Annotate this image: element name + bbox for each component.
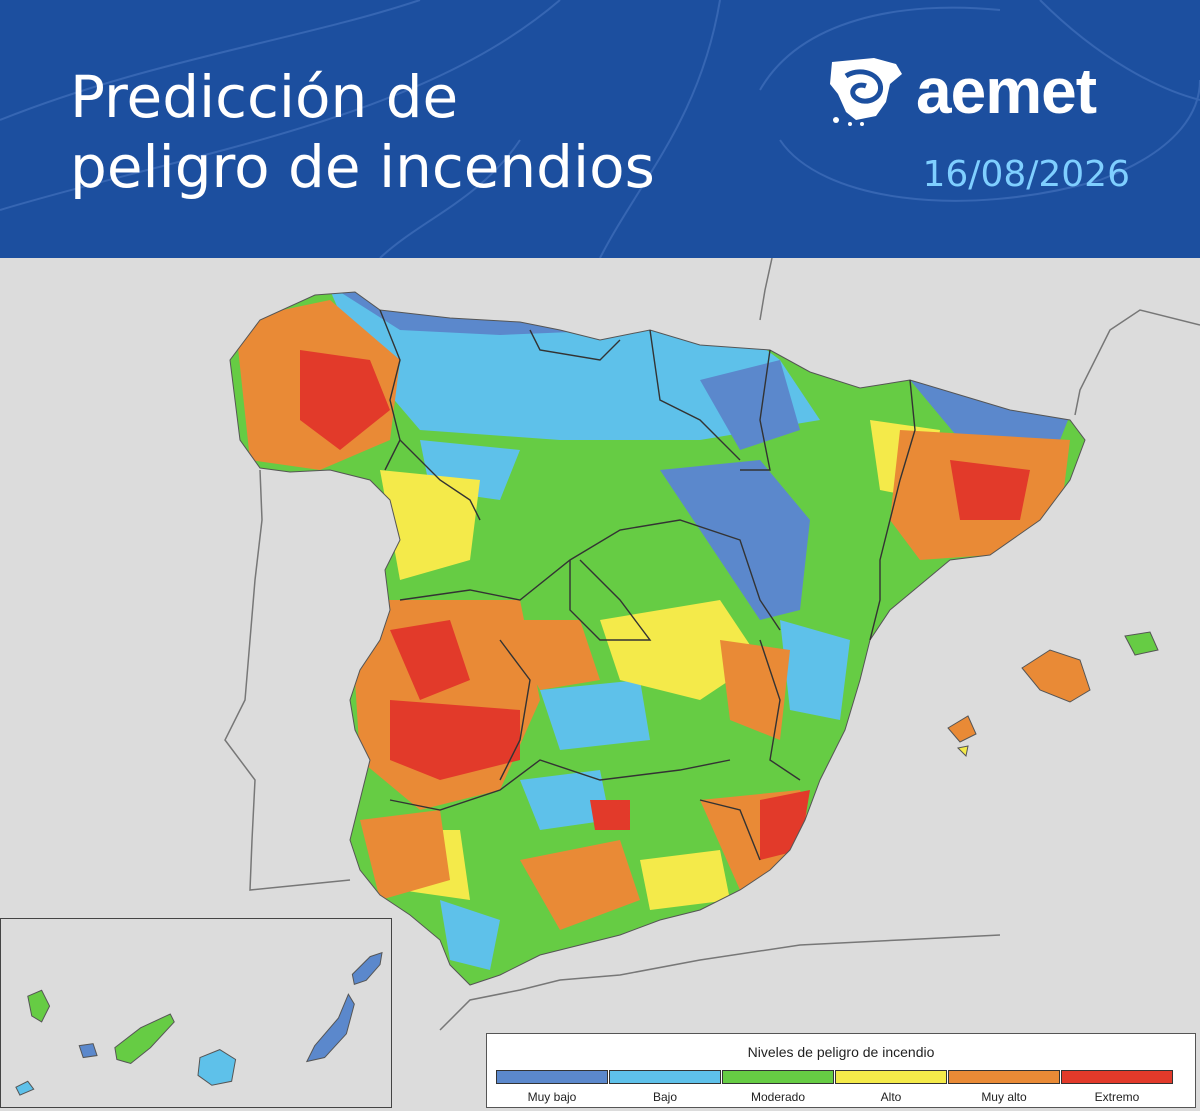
- legend-swatch-moderado: [722, 1070, 834, 1084]
- legend-item-muy-alto: Muy alto: [948, 1070, 1060, 1104]
- legend-label-bajo: Bajo: [652, 1090, 678, 1104]
- legend: Niveles de peligro de incendio Muy bajo …: [486, 1033, 1196, 1108]
- el-hierro-island: [15, 1080, 35, 1096]
- legend-swatch-muy-bajo: [496, 1070, 608, 1084]
- regional-boundaries: [379, 309, 916, 861]
- fire-danger-map: [224, 258, 1200, 1031]
- legend-label-muy-alto: Muy alto: [981, 1090, 1027, 1104]
- title-line-2: peligro de incendios: [70, 133, 655, 201]
- peninsula-danger-field: [230, 292, 1085, 985]
- balearic-islands: [947, 631, 1159, 758]
- tenerife-island: [114, 1013, 175, 1065]
- legend-swatch-bajo: [609, 1070, 721, 1084]
- decorative-contour-lines: [0, 0, 1200, 258]
- legend-swatch-alto: [835, 1070, 947, 1084]
- legend-item-extremo: Extremo: [1061, 1070, 1173, 1104]
- page-title: Predicción de peligro de incendios: [70, 62, 655, 202]
- aemet-map-icon: [830, 58, 902, 126]
- logo-text: aemet: [916, 55, 1097, 127]
- title-line-1: Predicción de: [70, 63, 459, 131]
- legend-item-bajo: Bajo: [609, 1070, 721, 1104]
- fuerteventura-island: [305, 993, 355, 1063]
- legend-swatch-muy-alto: [948, 1070, 1060, 1084]
- la-gomera-island: [78, 1043, 98, 1059]
- la-palma-island: [27, 989, 51, 1023]
- legend-item-muy-bajo: Muy bajo: [496, 1070, 608, 1104]
- legend-label-extremo: Extremo: [1094, 1090, 1140, 1104]
- header-banner: Predicción de peligro de incendios aemet…: [0, 0, 1200, 258]
- legend-swatch-extremo: [1061, 1070, 1173, 1084]
- legend-title: Niveles de peligro de incendio: [747, 1044, 935, 1060]
- legend-label-alto: Alto: [880, 1090, 902, 1104]
- aemet-logo: aemet: [826, 54, 1097, 128]
- legend-item-moderado: Moderado: [722, 1070, 834, 1104]
- canary-islands-inset: [0, 918, 392, 1108]
- legend-item-alto: Alto: [835, 1070, 947, 1104]
- lanzarote-island: [351, 951, 383, 985]
- legend-label-moderado: Moderado: [750, 1090, 806, 1104]
- gran-canaria-island: [197, 1049, 237, 1086]
- legend-label-muy-bajo: Muy bajo: [527, 1090, 577, 1104]
- forecast-date: 16/08/2026: [922, 154, 1131, 195]
